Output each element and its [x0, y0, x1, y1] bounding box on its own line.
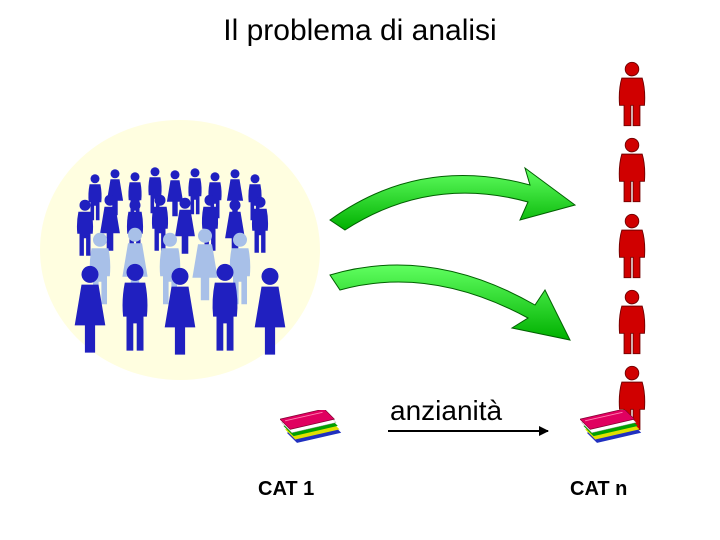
crowd-icon [55, 125, 305, 375]
person-icon [609, 136, 655, 204]
book-right-icon [580, 410, 648, 458]
page-title: Il problema di analisi [0, 14, 720, 48]
cat-right-label: CAT n [570, 478, 627, 501]
arrow-top-icon [320, 150, 580, 250]
person-icon [609, 60, 655, 128]
person-icon [609, 212, 655, 280]
axis-arrow [388, 430, 548, 432]
arrow-bottom-icon [320, 250, 580, 360]
person-icon [609, 288, 655, 356]
individuals-column [609, 60, 655, 432]
cat-left-label: CAT 1 [258, 478, 314, 501]
book-left-icon [280, 410, 348, 458]
axis-label: anzianità [390, 395, 502, 427]
